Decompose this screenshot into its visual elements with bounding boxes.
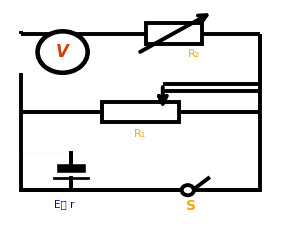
- Circle shape: [182, 185, 194, 195]
- Text: V: V: [56, 43, 69, 61]
- Text: R₁: R₁: [134, 129, 147, 139]
- FancyBboxPatch shape: [101, 102, 180, 122]
- Text: E， r: E， r: [54, 199, 75, 209]
- Text: S: S: [185, 199, 196, 213]
- FancyBboxPatch shape: [146, 23, 202, 44]
- Circle shape: [38, 31, 88, 73]
- Text: R₂: R₂: [188, 49, 200, 58]
